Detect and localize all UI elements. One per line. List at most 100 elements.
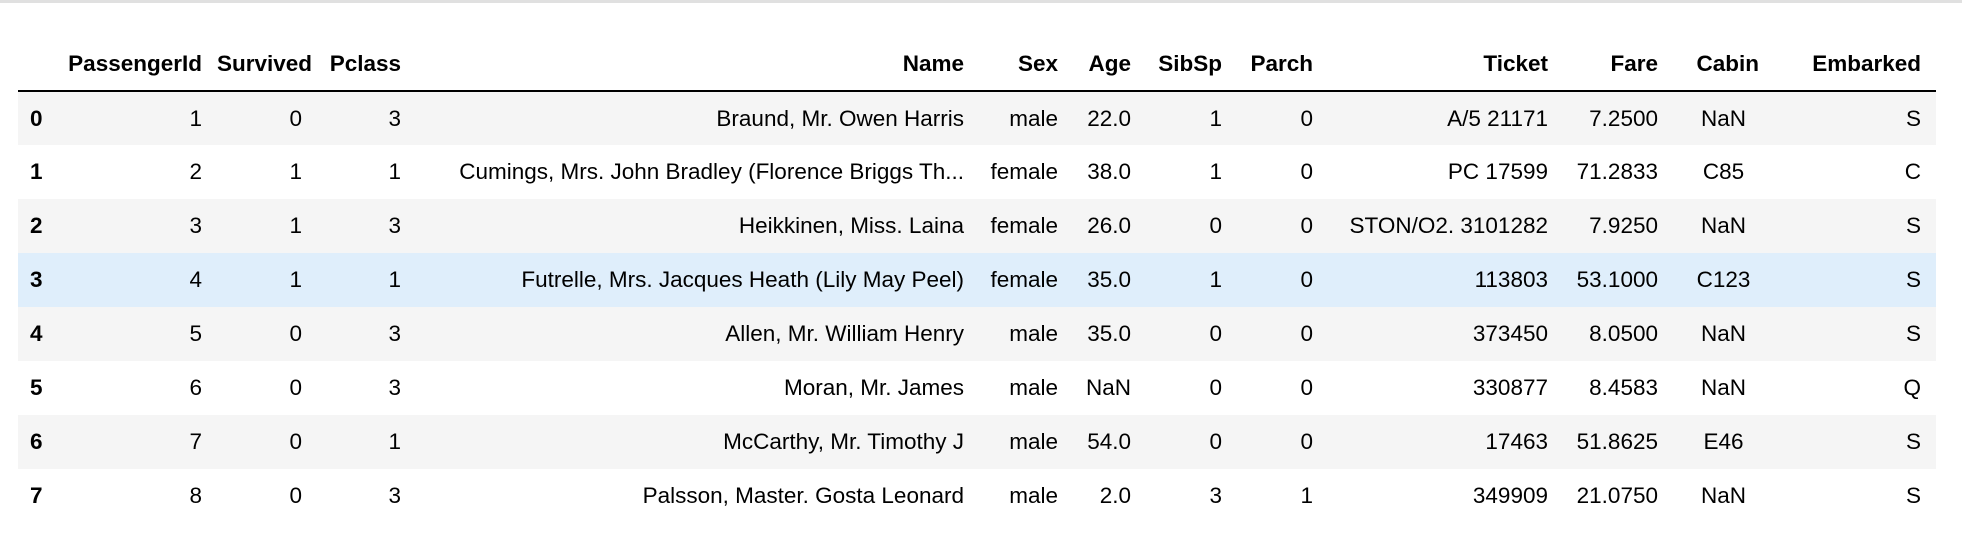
cell-ticket: 113803: [1474, 267, 1548, 292]
cell-cabin: C123: [1696, 267, 1751, 292]
cell-survived: 0: [289, 375, 302, 400]
cell-embarked: C: [1904, 159, 1921, 184]
cell-name: Futrelle, Mrs. Jacques Heath (Lily May P…: [521, 267, 964, 292]
cell-fare: 8.4583: [1589, 375, 1658, 400]
row-index: 7: [30, 483, 43, 508]
cell-fare: 53.1000: [1576, 267, 1658, 292]
cell-sex: male: [1009, 375, 1058, 400]
cell-passengerid: 3: [189, 213, 202, 238]
cell-name: Allen, Mr. William Henry: [725, 321, 964, 346]
cell-pclass: 3: [388, 375, 401, 400]
cell-parch: 0: [1300, 321, 1313, 346]
cell-embarked: S: [1905, 105, 1921, 131]
cell-survived: 0: [289, 429, 302, 454]
table-body: 0 1 0 3 Braund, Mr. Owen Harris male 22.0 1 0 A/5…: [18, 91, 1936, 523]
cell-parch: 1: [1300, 483, 1313, 508]
column-header-sex: Sex: [979, 38, 1073, 92]
table-row: 3 4 1 1 Futrelle, Mrs. Jacques Heath (Lily M…: [18, 253, 1936, 307]
cell-sex: male: [1009, 483, 1058, 508]
cell-survived: 0: [289, 483, 302, 508]
cell-sibsp: 0: [1209, 321, 1222, 346]
dataframe-table: PassengerId Survived Pclass Name Sex Age SibSp…: [18, 38, 1936, 523]
dataframe-output: PassengerId Survived Pclass Name Sex Age SibSp…: [18, 38, 1936, 523]
cell-sibsp: 3: [1209, 483, 1222, 508]
cell-sibsp: 1: [1209, 267, 1222, 292]
column-header-name: Name: [416, 38, 979, 92]
cell-ticket: 373450: [1472, 321, 1548, 346]
cell-ticket: 330877: [1472, 375, 1548, 400]
cell-passengerid: 2: [189, 159, 202, 184]
cell-cabin: NaN: [1700, 105, 1746, 131]
cell-parch: 0: [1300, 213, 1313, 238]
cell-pclass: 3: [388, 105, 401, 131]
cell-age: 22.0: [1087, 105, 1131, 131]
cell-age: 2.0: [1099, 483, 1131, 508]
cell-embarked: S: [1905, 267, 1921, 292]
cell-fare: 21.0750: [1576, 483, 1658, 508]
cell-age: 35.0: [1087, 267, 1131, 292]
cell-fare: 51.8625: [1576, 429, 1658, 454]
cell-age: NaN: [1085, 375, 1131, 400]
cell-survived: 1: [289, 213, 302, 238]
column-header-pclass: Pclass: [317, 38, 416, 92]
table-row: 5 6 0 3 Moran, Mr. James male NaN 0 0 330877 8.458…: [18, 361, 1936, 415]
cell-passengerid: 1: [189, 105, 202, 131]
cell-pclass: 3: [388, 321, 401, 346]
cell-passengerid: 7: [189, 429, 202, 454]
cell-name: Heikkinen, Miss. Laina: [738, 213, 964, 238]
table-row: 0 1 0 3 Braund, Mr. Owen Harris male 22.0 1 0 A/5…: [18, 91, 1936, 145]
cell-age: 54.0: [1087, 429, 1131, 454]
row-index: 4: [30, 321, 43, 346]
cell-cabin: NaN: [1700, 483, 1746, 508]
column-header-sibsp: SibSp: [1146, 38, 1237, 92]
row-index: 3: [30, 267, 43, 292]
cell-pclass: 3: [388, 483, 401, 508]
cell-name: McCarthy, Mr. Timothy J: [723, 429, 964, 454]
table-row: 7 8 0 3 Palsson, Master. Gosta Leonard male 2.…: [18, 469, 1936, 523]
cell-pclass: 1: [388, 267, 401, 292]
cell-name: Palsson, Master. Gosta Leonard: [642, 483, 964, 508]
cell-survived: 1: [289, 159, 302, 184]
table-row: 6 7 0 1 McCarthy, Mr. Timothy J male 54.0 0 0 174…: [18, 415, 1936, 469]
cell-age: 38.0: [1087, 159, 1131, 184]
cell-fare: 8.0500: [1589, 321, 1658, 346]
cell-fare: 7.2500: [1589, 105, 1658, 131]
cell-embarked: S: [1905, 213, 1921, 238]
cell-sex: female: [990, 267, 1058, 292]
table-row: 1 2 1 1 Cumings, Mrs. John Bradley (Florence…: [18, 145, 1936, 199]
cell-cabin: NaN: [1700, 375, 1746, 400]
column-header-passengerid: PassengerId: [57, 38, 217, 92]
cell-sibsp: 0: [1209, 213, 1222, 238]
cell-ticket: 17463: [1485, 429, 1548, 454]
row-index: 6: [30, 429, 43, 454]
cell-age: 26.0: [1087, 213, 1131, 238]
cell-pclass: 1: [388, 429, 401, 454]
cell-survived: 0: [289, 321, 302, 346]
cell-pclass: 1: [388, 159, 401, 184]
header-row: PassengerId Survived Pclass Name Sex Age SibSp…: [18, 38, 1936, 92]
cell-passengerid: 4: [189, 267, 202, 292]
cell-parch: 0: [1300, 429, 1313, 454]
column-header-embarked: Embarked: [1774, 38, 1936, 92]
cell-ticket: PC 17599: [1447, 159, 1548, 184]
column-header-fare: Fare: [1563, 38, 1673, 92]
row-index: 5: [30, 375, 43, 400]
cell-parch: 0: [1300, 267, 1313, 292]
cell-embarked: S: [1905, 429, 1921, 454]
column-header-age: Age: [1073, 38, 1146, 92]
cell-parch: 0: [1300, 105, 1313, 131]
cell-cabin: E46: [1703, 429, 1744, 454]
column-header-parch: Parch: [1237, 38, 1328, 92]
cell-ticket: 349909: [1472, 483, 1548, 508]
column-header-cabin: Cabin: [1673, 38, 1774, 92]
cell-fare: 71.2833: [1576, 159, 1658, 184]
cell-sex: male: [1009, 105, 1058, 131]
cell-embarked: S: [1905, 321, 1921, 346]
cell-age: 35.0: [1087, 321, 1131, 346]
cell-embarked: S: [1905, 483, 1921, 508]
cell-sibsp: 1: [1209, 159, 1222, 184]
cell-name: Cumings, Mrs. John Bradley (Florence Bri…: [459, 159, 964, 184]
cell-pclass: 3: [388, 213, 401, 238]
cell-fare: 7.9250: [1589, 213, 1658, 238]
cell-name: Braund, Mr. Owen Harris: [716, 105, 964, 131]
